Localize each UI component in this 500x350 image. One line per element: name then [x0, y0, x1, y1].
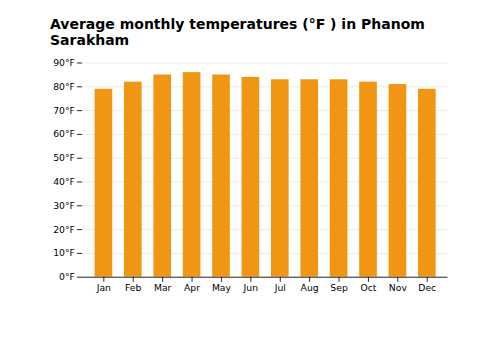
- svg-text:80°F: 80°F: [53, 81, 75, 92]
- svg-text:0°F: 0°F: [59, 271, 75, 282]
- html-text:Average monthly temperatures (: Average monthly temperatures (°F ) in Ph…: [50, 16, 425, 48]
- svg-text:20°F: 20°F: [53, 224, 75, 235]
- svg-text:Oct: Oct: [360, 282, 376, 293]
- svg-text:Sep: Sep: [330, 282, 348, 293]
- svg-text:40°F: 40°F: [53, 176, 75, 187]
- svg-text:50°F: 50°F: [53, 152, 75, 163]
- svg-text:90°F: 90°F: [53, 57, 75, 68]
- svg-text:Feb: Feb: [125, 282, 141, 293]
- svg-text:Apr: Apr: [184, 282, 200, 293]
- svg-text:Dec: Dec: [418, 282, 436, 293]
- svg-text:Jul: Jul: [274, 282, 286, 293]
- svg-text:60°F: 60°F: [53, 128, 75, 139]
- svg-text:Jan: Jan: [96, 282, 111, 293]
- svg-text:Nov: Nov: [389, 282, 408, 293]
- svg-text:10°F: 10°F: [53, 247, 75, 258]
- svg-text:May: May: [212, 282, 232, 293]
- svg-text:Aug: Aug: [301, 282, 319, 293]
- svg-text:Mar: Mar: [154, 282, 172, 293]
- svg-text:30°F: 30°F: [53, 200, 75, 211]
- svg-text:Jun: Jun: [243, 282, 259, 293]
- svg-text:70°F: 70°F: [53, 105, 75, 116]
